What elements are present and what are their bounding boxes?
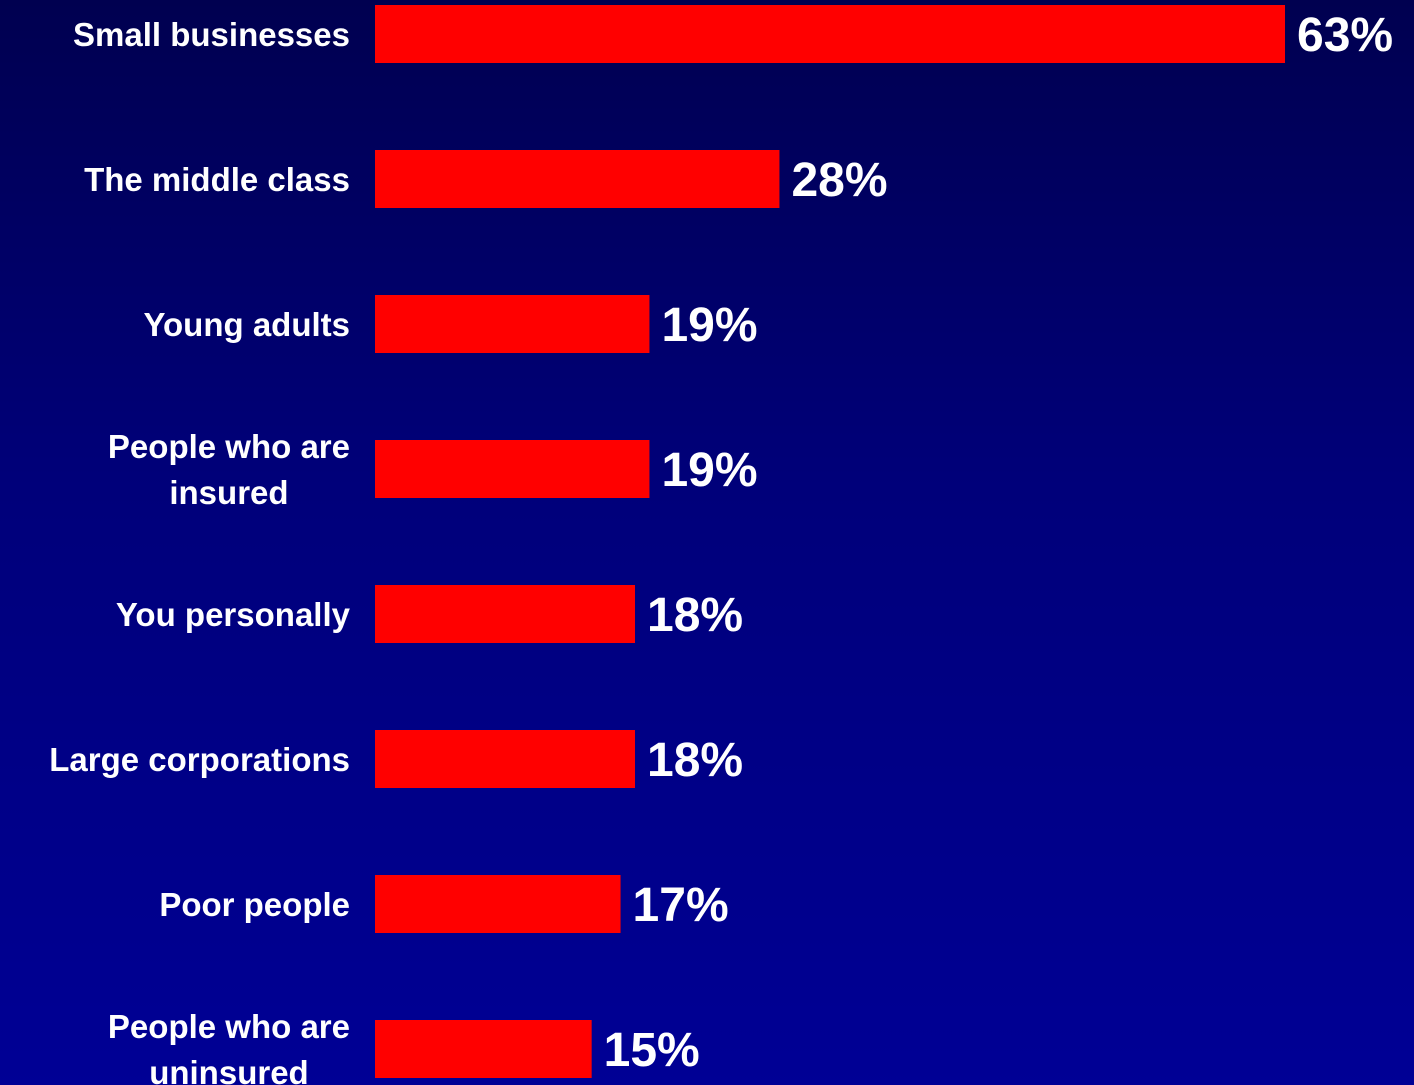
bar-4 [375,585,635,643]
category-label-line: insured [169,474,288,511]
category-label-line: You personally [116,596,351,633]
bar-7 [375,1020,592,1078]
bar-6 [375,875,621,933]
bar-1 [375,150,780,208]
category-label-line: Small businesses [73,16,350,53]
category-label-line: Young adults [143,306,350,343]
category-label: Poor people [159,886,350,923]
category-label-line: Large corporations [49,741,350,778]
category-label-line: People who are [108,1008,350,1045]
bar-2 [375,295,650,353]
value-label: 15% [604,1024,700,1077]
category-label-line: uninsured [149,1054,309,1085]
value-label: 17% [633,879,729,932]
bar-0 [375,5,1285,63]
value-label: 63% [1297,9,1393,62]
value-label: 18% [647,589,743,642]
category-label-line: Poor people [159,886,350,923]
category-label-line: People who are [108,428,350,465]
category-label: You personally [116,596,351,633]
bar-3 [375,440,650,498]
bar-5 [375,730,635,788]
category-label: People who are uninsured [108,1008,350,1085]
value-label: 18% [647,734,743,787]
category-label: Young adults [143,306,350,343]
category-label: Small businesses [73,16,350,53]
category-label: Large corporations [49,741,350,778]
value-label: 28% [791,154,887,207]
category-label: The middle class [84,161,350,198]
value-label: 19% [661,444,757,497]
value-label: 19% [661,299,757,352]
category-label: People who are insured [108,428,350,511]
category-label-line: The middle class [84,161,350,198]
